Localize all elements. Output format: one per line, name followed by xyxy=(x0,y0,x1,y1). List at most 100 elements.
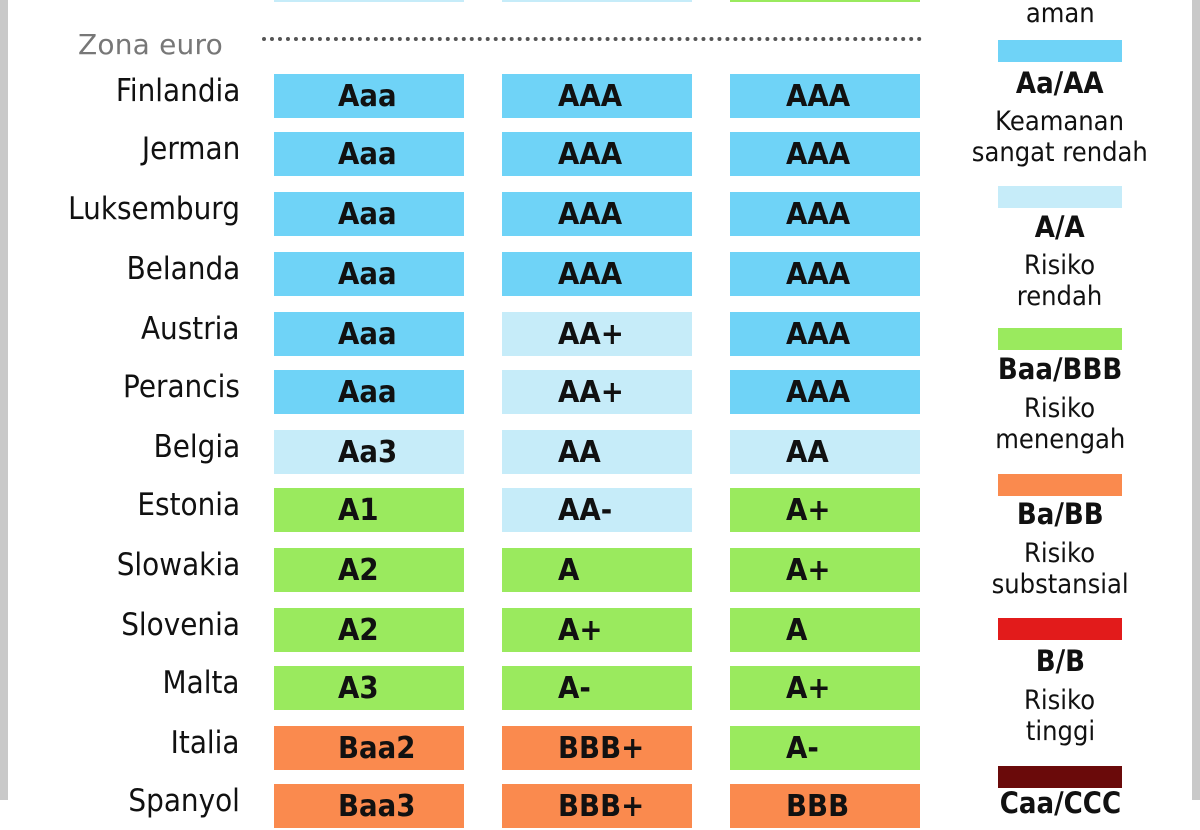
legend-title: Ba/BB xyxy=(960,497,1160,531)
country-label: Malta xyxy=(163,665,240,701)
rating-value: A+ xyxy=(558,613,603,648)
country-label: Jerman xyxy=(141,131,240,167)
rating-value: AAA xyxy=(786,197,851,232)
rating-value: A xyxy=(558,553,580,588)
rating-value: Aaa xyxy=(338,197,397,232)
rating-value: AA+ xyxy=(558,317,624,352)
legend-title-text: A/A xyxy=(1035,210,1085,244)
frame-right xyxy=(1192,0,1200,800)
country-label: Italia xyxy=(171,725,240,761)
top-cut-cell-3 xyxy=(730,0,920,2)
rating-value: AA+ xyxy=(558,375,624,410)
rating-cell: Baa2 xyxy=(274,726,464,770)
rating-value: A- xyxy=(786,731,819,766)
rating-value: A2 xyxy=(338,613,379,648)
rating-cell: AAA xyxy=(502,252,692,296)
rating-cell: Aa3 xyxy=(274,430,464,474)
country-label: Spanyol xyxy=(128,783,240,819)
rating-cell: AAA xyxy=(730,370,920,414)
rating-cell: A+ xyxy=(730,488,920,532)
rating-cell: AAA xyxy=(730,132,920,176)
rating-cell: AA+ xyxy=(502,312,692,356)
country-label: Belanda xyxy=(126,251,240,287)
legend-description: Risiko menengah xyxy=(960,393,1160,455)
rating-value: AAA xyxy=(786,257,851,292)
legend-description-line: rendah xyxy=(1017,281,1103,312)
rating-cell: AA xyxy=(502,430,692,474)
rating-cell: A1 xyxy=(274,488,464,532)
legend-swatch xyxy=(998,766,1122,788)
country-label: Slowakia xyxy=(116,547,240,583)
legend-swatch xyxy=(998,186,1122,208)
rating-cell: AAA xyxy=(502,132,692,176)
rating-cell: AAA xyxy=(502,192,692,236)
frame-left xyxy=(0,0,8,800)
rating-value: AAA xyxy=(558,137,623,172)
legend-description: Risiko substansial xyxy=(960,538,1160,600)
country-label: Perancis xyxy=(123,369,240,405)
rating-cell: A2 xyxy=(274,548,464,592)
country-label: Estonia xyxy=(137,487,240,523)
legend-description-line: menengah xyxy=(994,424,1126,455)
rating-value: Aa3 xyxy=(338,435,398,470)
legend-description-line: tinggi xyxy=(1025,716,1095,747)
legend-title: Baa/BBB xyxy=(960,352,1160,386)
country-label: Austria xyxy=(141,311,240,347)
rating-cell: AAA xyxy=(730,312,920,356)
rating-cell: A2 xyxy=(274,608,464,652)
rating-cell: Aaa xyxy=(274,312,464,356)
rating-cell: AAA xyxy=(730,252,920,296)
legend-title: Caa/CCC xyxy=(960,786,1160,820)
rating-cell: BBB+ xyxy=(502,784,692,828)
legend-description-line: Risiko xyxy=(1024,538,1096,569)
rating-value: AAA xyxy=(786,137,851,172)
rating-value: A+ xyxy=(786,553,831,588)
legend-swatch xyxy=(998,474,1122,496)
rating-value: A+ xyxy=(786,671,831,706)
rating-value: Aaa xyxy=(338,257,397,292)
rating-value: A2 xyxy=(338,553,379,588)
rating-cell: BBB+ xyxy=(502,726,692,770)
section-label: Zona euro xyxy=(78,28,223,61)
legend-title-text: Ba/BB xyxy=(1016,497,1104,531)
legend-swatch xyxy=(998,40,1122,62)
rating-cell: A+ xyxy=(730,548,920,592)
legend-title-text: Baa/BBB xyxy=(997,352,1123,386)
rating-value: A1 xyxy=(338,493,379,528)
rating-value: Baa2 xyxy=(338,731,416,766)
legend-swatch xyxy=(998,328,1122,350)
rating-value: Aaa xyxy=(338,79,397,114)
top-cut-cell-2 xyxy=(502,0,692,2)
rating-cell: A+ xyxy=(730,666,920,710)
rating-value: A+ xyxy=(786,493,831,528)
rating-cell: AAA xyxy=(730,192,920,236)
legend-description: Keamanan sangat rendah xyxy=(960,106,1160,168)
legend-title-text: Caa/CCC xyxy=(999,786,1121,820)
rating-cell: A- xyxy=(502,666,692,710)
rating-value: AA xyxy=(786,435,829,470)
legend-title: Aa/AA xyxy=(960,66,1160,100)
rating-value: AAA xyxy=(558,79,623,114)
rating-cell: A- xyxy=(730,726,920,770)
country-label: Finlandia xyxy=(115,73,240,109)
legend-description-line: sangat rendah xyxy=(971,137,1149,168)
rating-value: A3 xyxy=(338,671,379,706)
country-label: Belgia xyxy=(153,429,240,465)
rating-cell: BBB xyxy=(730,784,920,828)
rating-value: AA- xyxy=(558,493,613,528)
legend-description-line: Risiko xyxy=(1024,393,1096,424)
rating-cell: AA- xyxy=(502,488,692,532)
country-label: Slovenia xyxy=(121,607,240,643)
legend-title: A/A xyxy=(960,210,1160,244)
rating-value: BBB+ xyxy=(558,731,645,766)
rating-cell: A3 xyxy=(274,666,464,710)
rating-value: Aaa xyxy=(338,137,397,172)
rating-value: A xyxy=(786,613,808,648)
rating-value: A- xyxy=(558,671,591,706)
legend-description: Risiko tinggi xyxy=(960,685,1160,747)
rating-cell: A+ xyxy=(502,608,692,652)
legend-title-text: Aa/AA xyxy=(1016,66,1104,100)
rating-cell: Aaa xyxy=(274,370,464,414)
legend-description: Risiko rendah xyxy=(960,250,1160,312)
rating-value: AA xyxy=(558,435,601,470)
